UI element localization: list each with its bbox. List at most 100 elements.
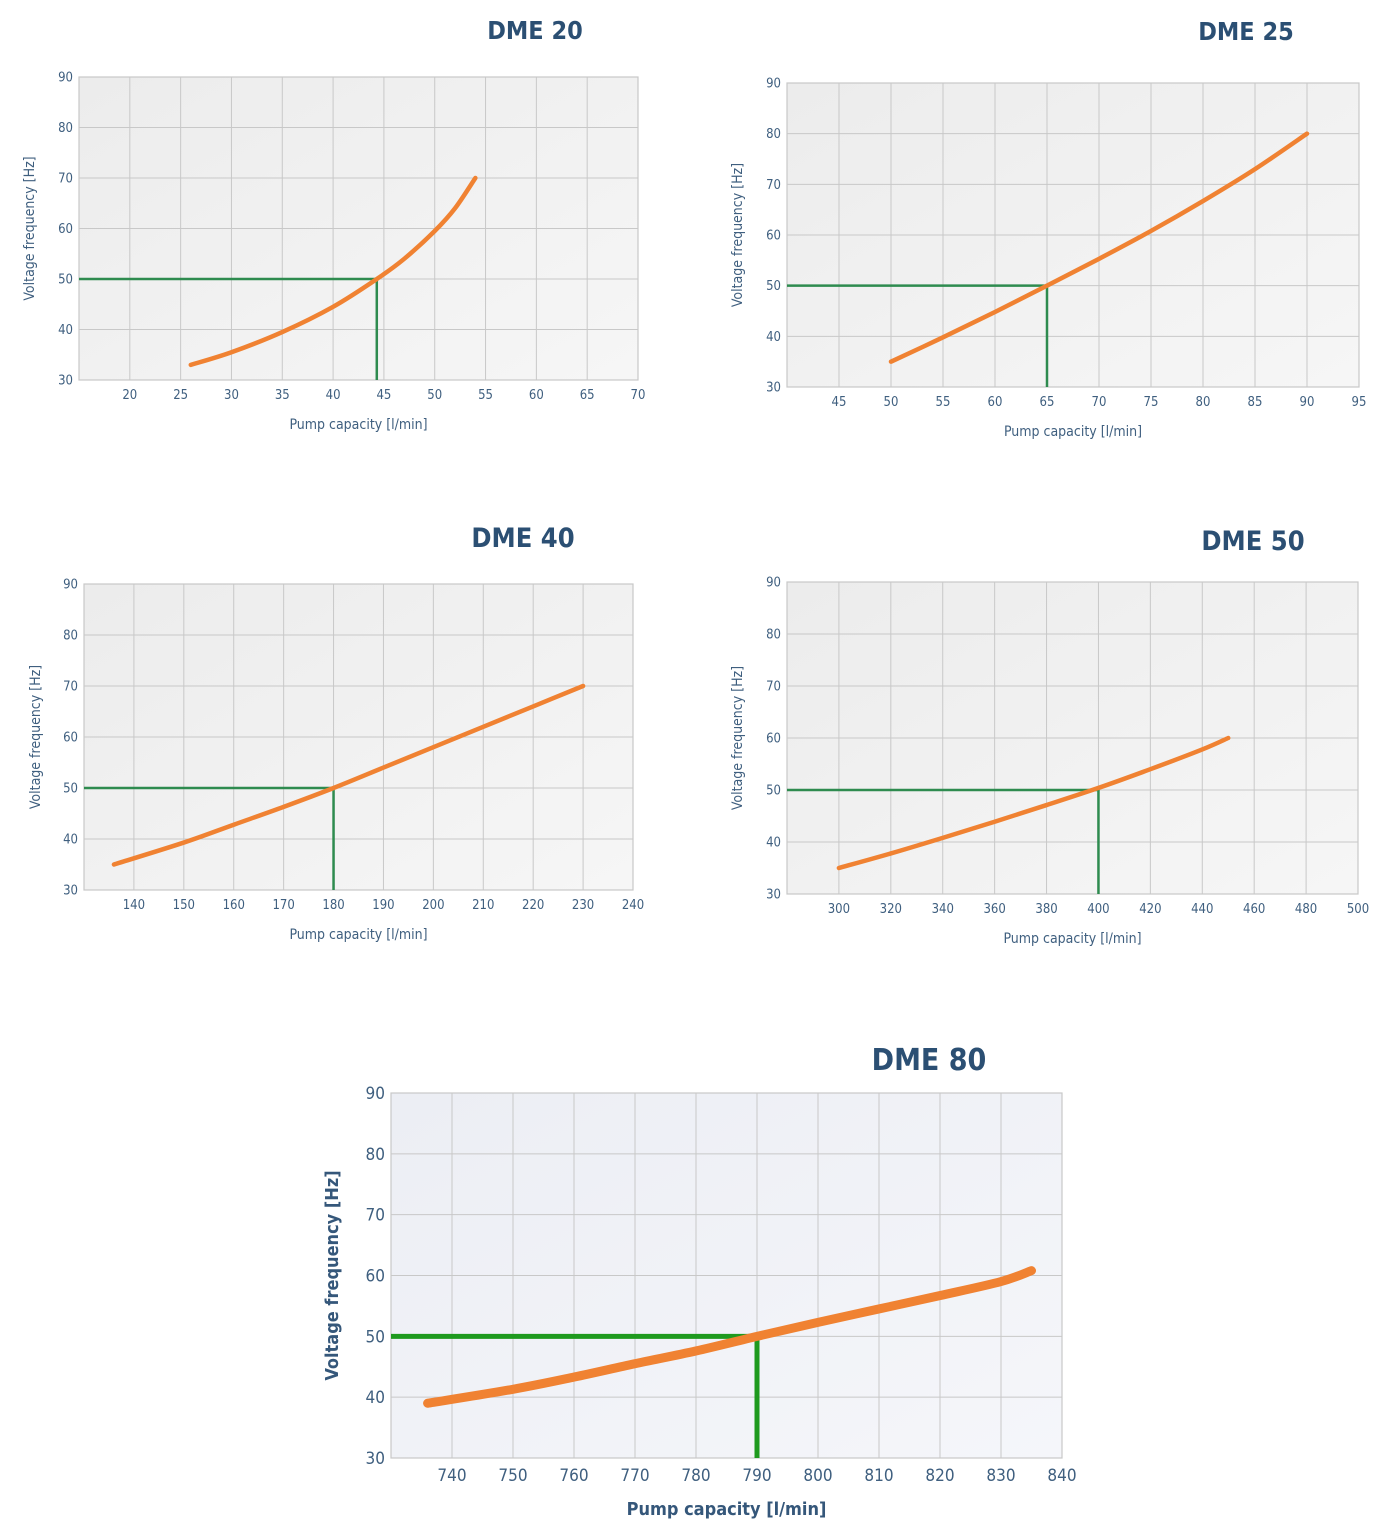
x-tick-label: 420	[1139, 902, 1161, 917]
y-axis-label: Voltage frequency [Hz]	[28, 665, 44, 809]
y-tick-label: 50	[766, 784, 781, 799]
x-tick-label: 770	[620, 1466, 649, 1486]
x-tick-label: 40	[326, 388, 341, 403]
x-tick-label: 150	[173, 898, 195, 913]
x-axis-label: Pump capacity [l/min]	[1003, 931, 1141, 947]
x-tick-label: 200	[422, 898, 444, 913]
y-tick-label: 90	[58, 71, 73, 86]
y-axis-label: Voltage frequency [Hz]	[322, 1170, 343, 1380]
x-tick-label: 65	[1040, 395, 1055, 410]
x-tick-label: 70	[1092, 395, 1107, 410]
x-axis-label: Pump capacity [l/min]	[289, 927, 427, 943]
y-tick-label: 80	[766, 628, 781, 643]
x-tick-label: 95	[1352, 395, 1367, 410]
x-tick-label: 210	[472, 898, 494, 913]
y-tick-label: 40	[63, 833, 78, 848]
y-tick-label: 70	[766, 178, 781, 193]
y-tick-label: 40	[766, 330, 781, 345]
chart-title: DME 80	[872, 1043, 987, 1078]
chart-title: DME 40	[471, 523, 574, 554]
y-tick-label: 30	[63, 884, 78, 899]
chart-1: DME 20 20 25 30 35 40 45 50 55 60 65 70 30 40 50 60 70 80…	[22, 16, 645, 433]
x-tick-label: 380	[1035, 902, 1057, 917]
x-tick-label: 80	[1196, 395, 1211, 410]
x-tick-label: 70	[631, 388, 646, 403]
x-tick-label: 160	[223, 898, 245, 913]
x-tick-label: 790	[742, 1466, 771, 1486]
y-tick-label: 80	[366, 1145, 385, 1165]
y-tick-label: 50	[58, 273, 73, 288]
y-tick-label: 40	[366, 1388, 385, 1408]
y-tick-label: 50	[766, 279, 781, 294]
chart-title: DME 20	[487, 16, 583, 45]
x-tick-label: 320	[880, 902, 902, 917]
x-tick-label: 50	[884, 395, 899, 410]
x-tick-label: 60	[988, 395, 1003, 410]
x-tick-label: 140	[123, 898, 145, 913]
x-tick-label: 750	[498, 1466, 527, 1486]
y-tick-label: 80	[766, 127, 781, 142]
y-tick-label: 40	[766, 836, 781, 851]
x-tick-label: 340	[932, 902, 954, 917]
x-tick-label: 300	[828, 902, 850, 917]
x-axis-label: Pump capacity [l/min]	[627, 1499, 827, 1520]
x-tick-label: 25	[173, 388, 188, 403]
x-tick-label: 55	[478, 388, 493, 403]
x-tick-label: 400	[1087, 902, 1109, 917]
chart-2: DME 25 45 50 55 60 65 70 75 80 85 90 95 30 40 50 60 70 80…	[730, 17, 1366, 440]
x-tick-label: 170	[272, 898, 294, 913]
x-tick-label: 30	[224, 388, 239, 403]
y-tick-label: 90	[366, 1084, 385, 1104]
x-tick-label: 460	[1243, 902, 1265, 917]
x-tick-label: 820	[925, 1466, 954, 1486]
x-tick-label: 440	[1191, 902, 1213, 917]
y-tick-label: 90	[766, 77, 781, 92]
x-tick-label: 480	[1295, 902, 1317, 917]
y-tick-label: 70	[366, 1206, 385, 1226]
y-tick-label: 30	[58, 374, 73, 389]
x-tick-label: 740	[437, 1466, 466, 1486]
y-axis-label: Voltage frequency [Hz]	[22, 156, 38, 300]
x-tick-label: 85	[1248, 395, 1263, 410]
y-tick-label: 80	[63, 629, 78, 644]
chart-3: DME 40 140 150 160 170 180 190 200 210 220 230 240 3…	[28, 523, 644, 943]
x-tick-label: 35	[275, 388, 290, 403]
chart-5: DME 80 740 750 760 770 780 790 800 810 820 830 840 3…	[322, 1043, 1077, 1520]
y-tick-label: 70	[766, 680, 781, 695]
x-tick-label: 90	[1300, 395, 1315, 410]
x-tick-label: 220	[522, 898, 544, 913]
x-tick-label: 50	[427, 388, 442, 403]
y-tick-label: 60	[63, 731, 78, 746]
y-tick-label: 30	[766, 381, 781, 396]
x-tick-label: 20	[122, 388, 137, 403]
frequency-curve	[111, 683, 586, 867]
frequency-curve	[188, 175, 478, 368]
frequency-curve	[836, 735, 1231, 871]
x-axis-label: Pump capacity [l/min]	[1004, 424, 1142, 440]
y-tick-label: 60	[58, 222, 73, 237]
x-tick-label: 65	[580, 388, 595, 403]
x-tick-label: 800	[803, 1466, 832, 1486]
x-tick-label: 190	[372, 898, 394, 913]
x-tick-label: 810	[864, 1466, 893, 1486]
x-tick-label: 55	[936, 395, 951, 410]
y-tick-label: 30	[366, 1449, 385, 1469]
y-tick-label: 80	[58, 121, 73, 136]
x-tick-label: 500	[1347, 902, 1369, 917]
y-tick-label: 30	[766, 888, 781, 903]
y-tick-label: 90	[63, 578, 78, 593]
frequency-curve	[423, 1266, 1036, 1408]
x-tick-label: 830	[986, 1466, 1015, 1486]
y-tick-label: 70	[63, 680, 78, 695]
chart-title: DME 50	[1201, 526, 1304, 557]
x-tick-label: 180	[322, 898, 344, 913]
x-tick-label: 760	[559, 1466, 588, 1486]
y-tick-label: 40	[58, 323, 73, 338]
x-tick-label: 60	[529, 388, 544, 403]
x-axis-label: Pump capacity [l/min]	[289, 417, 427, 433]
chart-title: DME 25	[1198, 17, 1294, 46]
y-tick-label: 60	[766, 229, 781, 244]
frequency-curve	[888, 131, 1310, 364]
chart-4: DME 50 300 320 340 360 380 400 420 440 460 480 500 3…	[730, 526, 1369, 947]
y-tick-label: 50	[366, 1327, 385, 1347]
